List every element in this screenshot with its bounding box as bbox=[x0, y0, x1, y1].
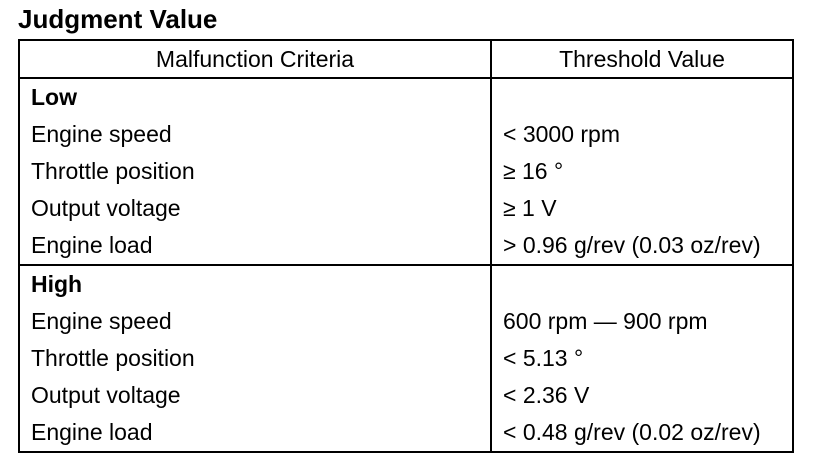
table-header: Malfunction Criteria Threshold Value bbox=[18, 39, 794, 79]
table-row: Output voltage ≥ 1 V bbox=[18, 190, 794, 227]
table-row: Output voltage < 2.36 V bbox=[18, 377, 794, 414]
group-high: High Engine speed 600 rpm — 900 rpm Thro… bbox=[18, 265, 794, 453]
criteria-cell: Engine load bbox=[18, 227, 492, 266]
criteria-cell: Engine load bbox=[18, 414, 492, 453]
threshold-cell: > 0.96 g/rev (0.03 oz/rev) bbox=[490, 227, 794, 266]
threshold-cell: < 3000 rpm bbox=[490, 116, 794, 153]
header-malfunction-criteria: Malfunction Criteria bbox=[18, 39, 492, 79]
table-row: Engine speed 600 rpm — 900 rpm bbox=[18, 303, 794, 340]
group-threshold-empty bbox=[490, 265, 794, 303]
criteria-cell: Engine speed bbox=[18, 303, 492, 340]
criteria-cell: Output voltage bbox=[18, 377, 492, 414]
group-heading-row: High bbox=[18, 265, 794, 303]
group-label-low: Low bbox=[18, 78, 492, 116]
judgment-value-table: Malfunction Criteria Threshold Value Low… bbox=[18, 39, 794, 453]
threshold-cell: ≥ 16 ° bbox=[490, 153, 794, 190]
threshold-cell: 600 rpm — 900 rpm bbox=[490, 303, 794, 340]
threshold-cell: < 2.36 V bbox=[490, 377, 794, 414]
table-row: Throttle position ≥ 16 ° bbox=[18, 153, 794, 190]
threshold-cell: < 5.13 ° bbox=[490, 340, 794, 377]
table-row: Engine load > 0.96 g/rev (0.03 oz/rev) bbox=[18, 227, 794, 266]
group-heading-row: Low bbox=[18, 78, 794, 116]
table-row: Engine load < 0.48 g/rev (0.02 oz/rev) bbox=[18, 414, 794, 453]
threshold-cell: ≥ 1 V bbox=[490, 190, 794, 227]
table-row: Engine speed < 3000 rpm bbox=[18, 116, 794, 153]
group-threshold-empty bbox=[490, 78, 794, 116]
group-label-high: High bbox=[18, 265, 492, 303]
criteria-cell: Engine speed bbox=[18, 116, 492, 153]
group-low: Low Engine speed < 3000 rpm Throttle pos… bbox=[18, 78, 794, 266]
page-title: Judgment Value bbox=[18, 4, 218, 34]
header-threshold-value: Threshold Value bbox=[490, 39, 794, 79]
criteria-cell: Throttle position bbox=[18, 340, 492, 377]
table-row: Throttle position < 5.13 ° bbox=[18, 340, 794, 377]
header-row: Malfunction Criteria Threshold Value bbox=[18, 39, 794, 79]
threshold-cell: < 0.48 g/rev (0.02 oz/rev) bbox=[490, 414, 794, 453]
criteria-cell: Throttle position bbox=[18, 153, 492, 190]
criteria-cell: Output voltage bbox=[18, 190, 492, 227]
